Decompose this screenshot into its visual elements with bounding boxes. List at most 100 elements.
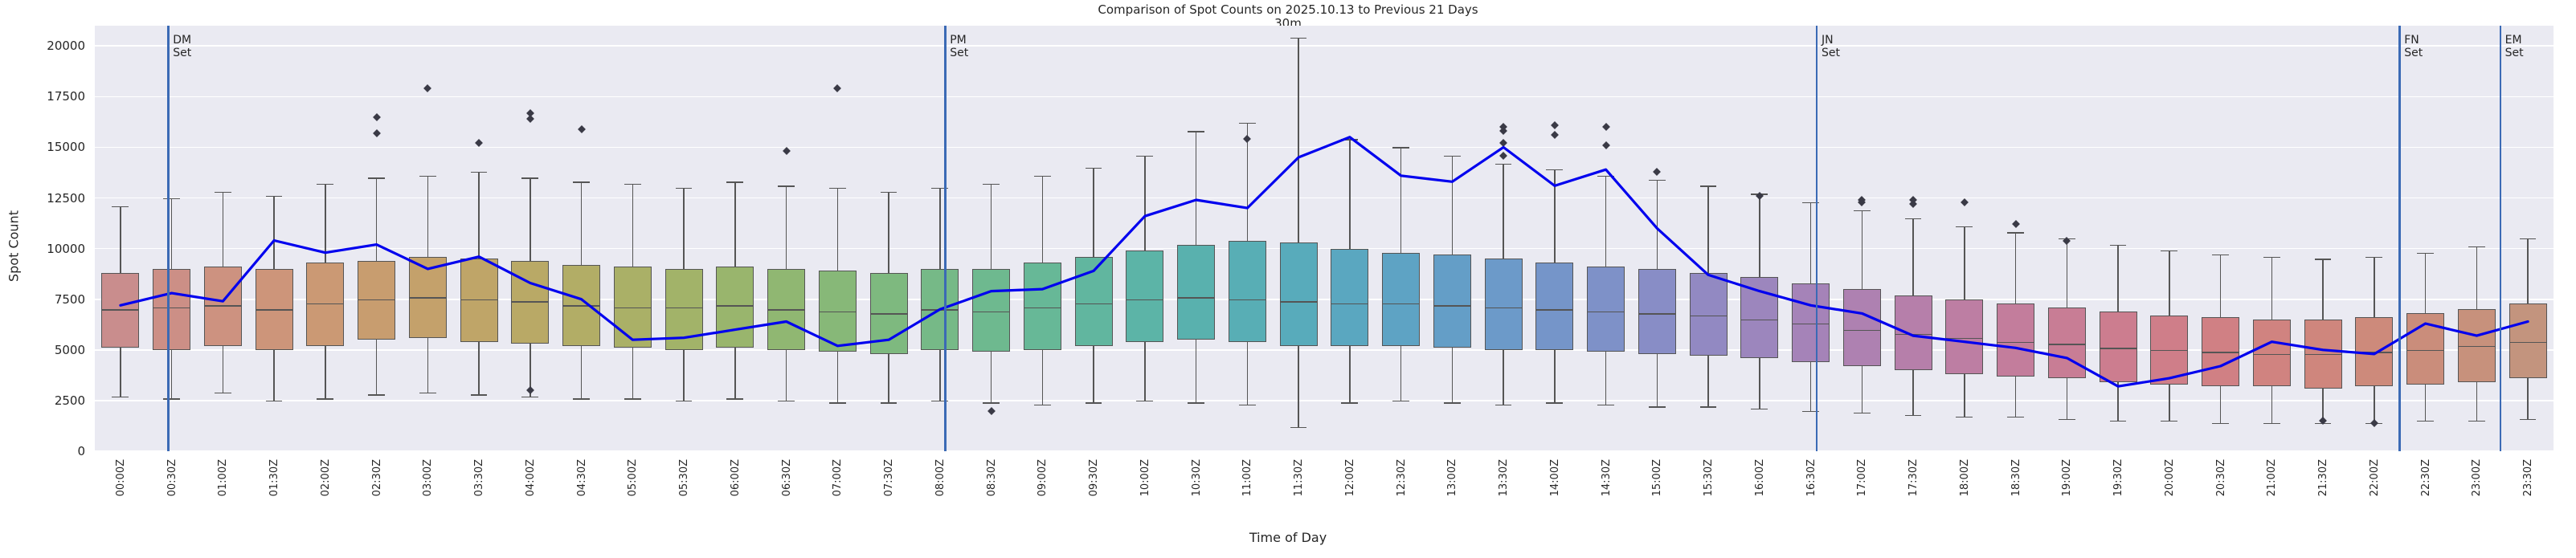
boxplot-box <box>1894 295 1932 371</box>
y-tick-label: 5000 <box>54 342 85 357</box>
boxplot-whisker-cap <box>2263 422 2280 424</box>
boxplot-median <box>2406 349 2445 352</box>
boxplot-box <box>1689 272 1728 356</box>
boxplot-whisker-cap <box>1904 414 1922 416</box>
boxplot-box <box>153 268 191 350</box>
boxplot-box <box>2509 303 2547 379</box>
boxplot-median <box>460 299 498 301</box>
boxplot-median <box>511 301 550 303</box>
x-tick-label: 00:00Z <box>114 459 127 497</box>
boxplot-whisker-cap <box>521 177 539 179</box>
x-tick-label: 07:00Z <box>832 459 844 497</box>
boxplot-box <box>1587 267 1625 352</box>
x-tick-label: 05:00Z <box>627 459 640 497</box>
boxplot-whisker-cap <box>2109 244 2127 246</box>
x-tick-label: 13:00Z <box>1446 459 1459 497</box>
x-tick-label: 23:30Z <box>2522 459 2535 497</box>
boxplot-median <box>306 303 345 305</box>
boxplot-whisker-cap <box>1085 402 1102 404</box>
y-tick-label: 0 <box>77 444 85 458</box>
boxplot-whisker-cap <box>1033 175 1051 177</box>
overlay-line-series <box>119 136 2529 388</box>
gridline <box>95 197 2554 199</box>
x-tick-label: 16:30Z <box>1805 459 1818 497</box>
gridline <box>95 247 2554 250</box>
boxplot-box <box>2202 317 2240 387</box>
boxplot-whisker-cap <box>983 183 1000 185</box>
x-tick-label: 21:00Z <box>2266 459 2279 497</box>
boxplot-box <box>767 268 806 350</box>
boxplot-whisker-cap <box>1648 179 1666 181</box>
x-tick-label: 08:00Z <box>934 459 947 497</box>
x-tick-label: 17:30Z <box>1907 459 1920 497</box>
boxplot-median <box>408 297 447 299</box>
boxplot-box <box>2150 315 2189 385</box>
boxplot-whisker-cap <box>2161 250 2178 252</box>
annotation-label: JN Set <box>1822 34 1840 59</box>
boxplot-whisker-cap <box>368 177 385 179</box>
boxplot-whisker-cap <box>2468 246 2485 248</box>
boxplot-box <box>1279 242 1318 346</box>
boxplot-box <box>2099 311 2137 383</box>
x-tick-label: 05:30Z <box>678 459 691 497</box>
boxplot-whisker-cap <box>1443 402 1461 404</box>
gridline <box>95 349 2554 351</box>
boxplot-box <box>1535 263 1574 350</box>
annotation-label: FN Set <box>2404 34 2423 59</box>
boxplot-box <box>2406 313 2445 385</box>
boxplot-median <box>716 305 754 307</box>
boxplot-median <box>2457 345 2496 348</box>
boxplot-box <box>1433 255 1471 348</box>
boxplot-whisker-cap <box>1699 185 1717 187</box>
boxplot-whisker-cap <box>1853 210 1871 211</box>
boxplot-whisker-cap <box>1341 139 1359 141</box>
boxplot-box <box>2304 319 2342 389</box>
boxplot-median <box>1638 313 1676 315</box>
y-tick-label: 12500 <box>47 190 85 206</box>
boxplot-whisker-cap <box>1802 410 1819 412</box>
boxplot-whisker-cap <box>1956 226 1973 228</box>
boxplot-whisker-cap <box>265 196 283 198</box>
boxplot-whisker-cap <box>2007 232 2024 234</box>
boxplot-whisker-cap <box>419 175 436 177</box>
x-tick-label: 20:30Z <box>2214 459 2227 497</box>
x-tick-label: 10:00Z <box>1139 459 1151 497</box>
annotation-vline <box>167 26 170 451</box>
boxplot-whisker-cap <box>1904 218 1922 220</box>
x-axis-title: Time of Day <box>1249 530 1327 545</box>
x-tick-label: 01:30Z <box>268 459 281 497</box>
x-tick-label: 07:30Z <box>883 459 896 497</box>
x-tick-label: 08:30Z <box>985 459 998 497</box>
boxplot-median <box>255 309 293 311</box>
boxplot-whisker-cap <box>983 402 1000 404</box>
boxplot-whisker-cap <box>1188 131 1204 132</box>
x-tick-label: 02:30Z <box>370 459 383 497</box>
x-tick-label: 17:00Z <box>1856 459 1869 497</box>
boxplot-whisker-cap <box>828 187 846 189</box>
boxplot-median <box>2304 353 2342 356</box>
gridline <box>95 298 2554 300</box>
boxplot-median <box>2150 349 2189 352</box>
boxplot-median <box>1894 333 1932 335</box>
x-tick-label: 18:00Z <box>1958 459 1971 497</box>
x-tick-label: 11:00Z <box>1241 459 1254 497</box>
x-tick-label: 13:30Z <box>1498 459 1511 497</box>
x-tick-label: 14:30Z <box>1600 459 1613 497</box>
gridline <box>95 96 2554 98</box>
x-tick-label: 09:00Z <box>1037 459 1049 497</box>
boxplot-box <box>1331 248 1369 346</box>
boxplot-median <box>358 299 396 301</box>
annotation-label: EM Set <box>2504 34 2524 59</box>
x-tick-label: 23:00Z <box>2471 459 2484 497</box>
boxplot-whisker-cap <box>214 191 231 193</box>
boxplot-whisker-cap <box>1597 175 1614 177</box>
boxplot-whisker-cap <box>1290 426 1307 428</box>
boxplot-whisker-cap <box>1290 38 1307 39</box>
boxplot-whisker-cap <box>1136 155 1154 157</box>
boxplot-whisker-cap <box>2058 418 2075 420</box>
boxplot-median <box>1433 305 1471 307</box>
boxplot-whisker-cap <box>1494 163 1512 165</box>
boxplot-whisker-cap <box>2109 421 2127 422</box>
boxplot-box <box>1484 259 1523 350</box>
x-tick-label: 20:00Z <box>2163 459 2176 497</box>
